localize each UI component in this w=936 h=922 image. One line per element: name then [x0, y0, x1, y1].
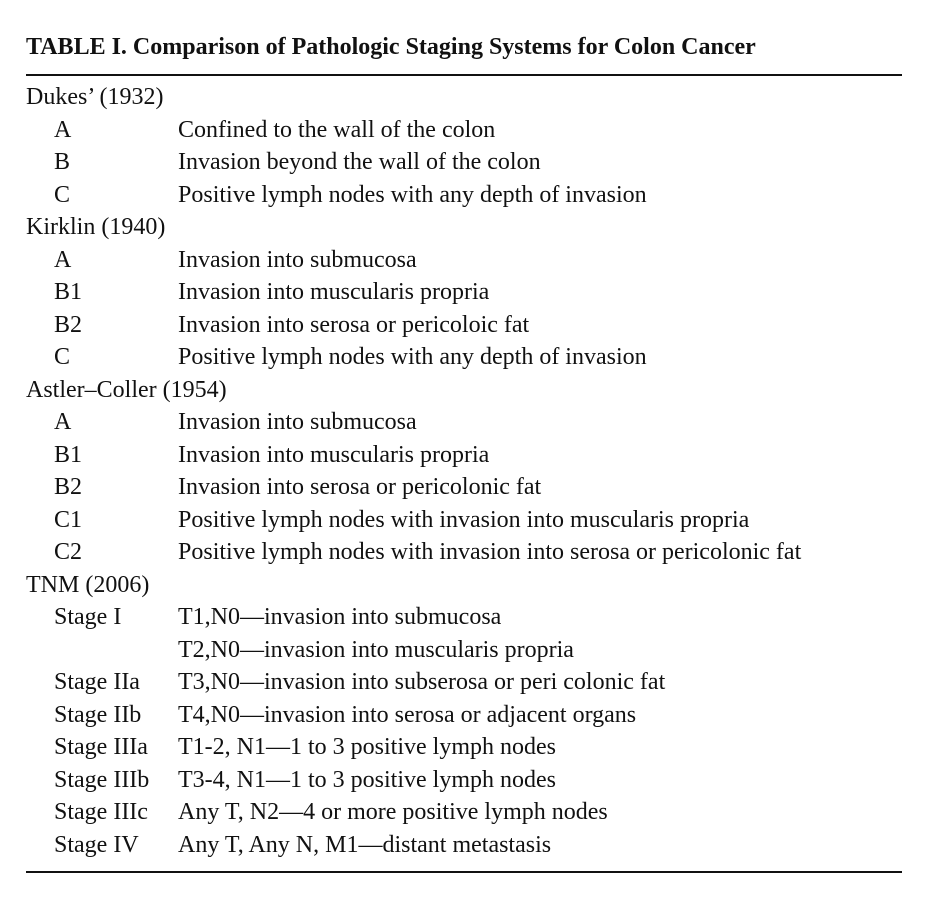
stage-cell: A — [54, 409, 72, 435]
stage-cell: B — [54, 149, 71, 175]
table-row: B2 Invasion into serosa or pericoloic fat — [26, 309, 902, 342]
description-cell: Invasion into serosa or pericoloic fat — [178, 311, 530, 338]
stage-cell: C — [54, 181, 71, 208]
stage-cell: Stage IIIa — [54, 734, 148, 760]
description-cell: T4,N0—invasion into serosa or adjacent o… — [178, 701, 637, 728]
description-cell: T2,N0—invasion into muscularis propria — [178, 636, 574, 663]
description-cell: Invasion into muscularis propria — [178, 441, 490, 468]
stage-cell: Stage IV — [54, 831, 139, 858]
table-row: Stage I T1,N0—invasion into submucosa — [26, 601, 902, 634]
description-cell: Positive lymph nodes with any depth of i… — [178, 344, 647, 370]
description-cell: Confined to the wall of the colon — [178, 116, 496, 143]
description-cell: Any T, Any N, M1—distant metastasis — [178, 831, 552, 858]
description-cell: T1,N0—invasion into submucosa — [178, 604, 502, 630]
description-cell: Positive lymph nodes with any depth of i… — [178, 181, 647, 208]
table-row: Stage IIIb T3-4, N1—1 to 3 positive lymph… — [26, 764, 902, 797]
table-row: C Positive lymph nodes with any depth of … — [26, 341, 902, 374]
table-row: C2 Positive lymph nodes with invasion int… — [26, 536, 902, 569]
description-cell: T3-4, N1—1 to 3 positive lymph nodes — [178, 766, 556, 793]
stage-cell: Stage IIIb — [54, 766, 150, 793]
group-title: Dukes’ (1932) — [26, 84, 164, 110]
staging-table: TABLE I. Comparison of Pathologic Stagin… — [26, 30, 902, 873]
table-row: B1 Invasion into muscularis propria — [26, 276, 902, 309]
table-caption: TABLE I. Comparison of Pathologic Stagin… — [26, 34, 756, 60]
description-cell: T1-2, N1—1 to 3 positive lymph nodes — [178, 734, 556, 760]
stage-cell: C2 — [54, 539, 83, 565]
table-row: T2,N0—invasion into muscularis propria — [26, 634, 902, 667]
description-cell: Invasion into serosa or pericolonic fat — [178, 474, 542, 500]
table-row: B2 Invasion into serosa or pericolonic fa… — [26, 471, 902, 504]
table-row: A Invasion into submucosa — [26, 244, 902, 277]
stage-cell: B2 — [54, 474, 83, 500]
group-title: TNM (2006) — [26, 571, 150, 598]
table-row: Stage IIIa T1-2, N1—1 to 3 positive lymph… — [26, 731, 902, 764]
table-row: C1 Positive lymph nodes with invasion int… — [26, 504, 902, 537]
table-row: B Invasion beyond the wall of the colon — [26, 146, 902, 179]
table-row: B1 Invasion into muscularis propria — [26, 439, 902, 472]
stage-cell: B1 — [54, 279, 83, 305]
stage-cell: Stage IIIc — [54, 799, 148, 825]
table-top-rule — [26, 74, 902, 76]
stage-cell: Stage IIb — [54, 701, 142, 728]
stage-cell: C — [54, 344, 71, 370]
table-row: A Confined to the wall of the colon — [26, 114, 902, 147]
table-row: Stage IIb T4,N0—invasion into serosa or a… — [26, 699, 902, 732]
stage-cell: C1 — [54, 506, 83, 533]
group-title: Astler–Coller (1954) — [26, 376, 227, 403]
table-row: Stage IIa T3,N0—invasion into subserosa o… — [26, 666, 902, 699]
description-cell: Positive lymph nodes with invasion into … — [178, 506, 750, 533]
group-title: Kirklin (1940) — [26, 214, 166, 240]
table-row: C Positive lymph nodes with any depth of … — [26, 179, 902, 212]
description-cell: Positive lymph nodes with invasion into … — [178, 539, 802, 565]
table-row: Stage IV Any T, Any N, M1—distant metasta… — [26, 829, 902, 862]
stage-cell: B2 — [54, 311, 83, 338]
stage-cell: A — [54, 246, 72, 273]
description-cell: Any T, N2—4 or more positive lymph nodes — [178, 799, 608, 825]
stage-cell: B1 — [54, 441, 83, 468]
table-bottom-rule — [26, 871, 902, 873]
stage-cell: Stage I — [54, 604, 122, 630]
description-cell: Invasion into muscularis propria — [178, 279, 490, 305]
description-cell: Invasion into submucosa — [178, 409, 417, 435]
stage-cell: A — [54, 116, 72, 143]
table-row: A Invasion into submucosa — [26, 406, 902, 439]
description-cell: T3,N0—invasion into subserosa or peri co… — [178, 669, 666, 695]
description-cell: Invasion beyond the wall of the colon — [178, 149, 541, 175]
description-cell: Invasion into submucosa — [178, 246, 417, 273]
stage-cell: Stage IIa — [54, 669, 140, 695]
table-body: Dukes’ (1932) A Confined to the wall of th… — [26, 81, 902, 861]
stage-cell — [26, 634, 178, 667]
table-row: Stage IIIc Any T, N2—4 or more positive l… — [26, 796, 902, 829]
